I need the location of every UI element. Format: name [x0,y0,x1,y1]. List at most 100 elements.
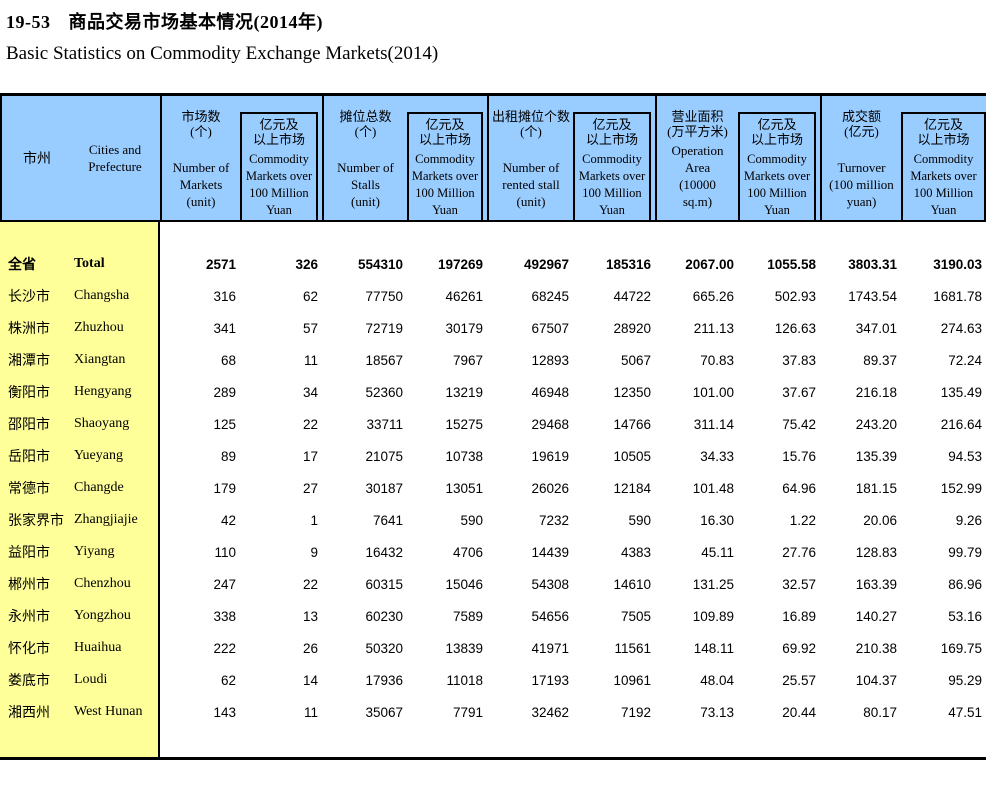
value-cell: 126.63 [774,320,816,336]
col-header-markets-over100m-en: Commodity Markets over 100 Million Yuan [245,152,313,217]
col-header-stalls-over100m-zh: 亿元及 以上市场 [418,117,471,147]
col-group-stalls: 摊位总数 (个) Number of Stalls (unit) 亿元及 以上市… [322,96,487,220]
row-label-en: Loudi [74,672,108,687]
value-cell: 29468 [531,416,569,432]
value-cell: 316 [213,288,236,304]
row-label-en: Xiangtan [74,352,126,367]
value-cell: 17193 [531,672,569,688]
row-label-zh: 株洲市 [8,322,50,337]
value-cell: 210.38 [855,640,897,656]
col-header-operation-area-over100m: 亿元及 以上市场 Commodity Markets over 100 Mill… [738,112,816,220]
value-cell: 128.83 [855,544,897,560]
value-cell: 135.39 [855,448,897,464]
table-row: 全省 Total 2571 326 554310 197269 492967 185316 20… [0,248,986,280]
value-cell: 15275 [445,416,483,432]
value-cell: 99.79 [948,544,982,560]
value-cell: 57 [302,320,318,336]
value-cell: 341 [213,320,236,336]
col-group-turnover: 成交额 (亿元) Turnover (100 million yuan) 亿元及… [820,96,986,220]
value-cell: 665.26 [692,288,734,304]
value-cell: 274.63 [940,320,982,336]
value-cell: 1743.54 [848,288,897,304]
value-cell: 53.16 [948,608,982,624]
page-title: 19-53 商品交易市场基本情况(2014年) Basic Statistics … [6,8,438,65]
value-cell: 67507 [531,320,569,336]
col-header-turnover-over100m-en: Commodity Markets over 100 Million Yuan [910,152,977,217]
value-cell: 30179 [445,320,483,336]
value-cell: 16.89 [782,608,816,624]
value-cell: 4706 [452,544,483,560]
value-cell: 216.18 [855,384,897,400]
value-cell: 41971 [531,640,569,656]
value-cell: 32.57 [782,576,816,592]
value-cell: 22 [302,576,318,592]
value-cell: 12893 [531,352,569,368]
value-cell: 52360 [365,384,403,400]
table-row: 郴州市 Chenzhou 247 22 60315 15046 54308 14610 131.… [0,568,986,600]
value-cell: 89 [220,448,236,464]
table-row: 益阳市 Yiyang 110 9 16432 4706 14439 4383 45.11 27.7… [0,536,986,568]
value-cell: 64.96 [782,480,816,496]
value-cell: 311.14 [693,416,734,432]
value-cell: 492967 [523,256,569,272]
value-cell: 7192 [620,704,651,720]
value-cell: 54656 [531,608,569,624]
title-chinese: 19-53 商品交易市场基本情况(2014年) [6,8,438,34]
value-cell: 22 [302,416,318,432]
table-row: 常德市 Changde 179 27 30187 13051 26026 12184 101.4… [0,472,986,504]
value-cell: 1 [310,512,318,528]
row-label-en: West Hunan [74,704,143,719]
row-label-zh: 邵阳市 [8,418,50,433]
row-label-zh: 郴州市 [8,578,50,593]
statistics-table: 市州 Cities and Prefecture 市场数 (个) Number … [0,93,986,760]
value-cell: 9 [310,544,318,560]
col-header-operation-area-zh: 营业面积 (万平方米) [667,109,728,139]
value-cell: 26 [302,640,318,656]
row-label-en: Shaoyang [74,416,130,431]
value-cell: 14766 [613,416,651,432]
value-cell: 5067 [620,352,651,368]
value-cell: 11 [303,352,318,368]
row-label-zh: 益阳市 [8,546,50,561]
table-body: 全省 Total 2571 326 554310 197269 492967 185316 20… [0,222,986,760]
value-cell: 44722 [613,288,651,304]
value-cell: 12350 [613,384,651,400]
col-header-turnover-over100m: 亿元及 以上市场 Commodity Markets over 100 Mill… [901,112,986,220]
value-cell: 48.04 [700,672,734,688]
col-header-markets-en: Number of Markets (unit) [172,160,230,209]
value-cell: 2571 [205,256,236,272]
title-english: Basic Statistics on Commodity Exchange M… [6,43,439,64]
value-cell: 27.76 [782,544,816,560]
table-row: 岳阳市 Yueyang 89 17 21075 10738 19619 10505 34.33 1… [0,440,986,472]
value-cell: 143 [213,704,236,720]
row-label-en: Huaihua [74,640,122,655]
row-label-zh: 永州市 [8,610,50,625]
value-cell: 73.13 [700,704,734,720]
value-cell: 326 [295,256,318,272]
col-header-markets-over100m-zh: 亿元及 以上市场 [252,117,305,147]
value-cell: 15046 [445,576,483,592]
value-cell: 80.17 [863,704,897,720]
value-cell: 62 [220,672,236,688]
table-row: 娄底市 Loudi 62 14 17936 11018 17193 10961 48.04 25.… [0,664,986,696]
value-cell: 42 [220,512,236,528]
value-cell: 169.75 [940,640,982,656]
row-label-en: Changde [74,480,124,495]
value-cell: 3190.03 [933,256,982,272]
row-label-zh: 衡阳市 [8,386,50,401]
value-cell: 77750 [365,288,403,304]
row-header-column-background [0,222,160,757]
col-header-operation-area-over100m-zh: 亿元及 以上市场 [750,117,803,147]
value-cell: 37.67 [782,384,816,400]
value-cell: 13839 [445,640,483,656]
value-cell: 125 [213,416,236,432]
value-cell: 10505 [613,448,651,464]
value-cell: 131.25 [692,576,734,592]
value-cell: 86.96 [948,576,982,592]
value-cell: 109.89 [692,608,734,624]
col-header-rented-stalls-en: Number of rented stall (unit) [502,160,560,209]
value-cell: 179 [213,480,236,496]
value-cell: 14 [302,672,318,688]
value-cell: 152.99 [940,480,982,496]
